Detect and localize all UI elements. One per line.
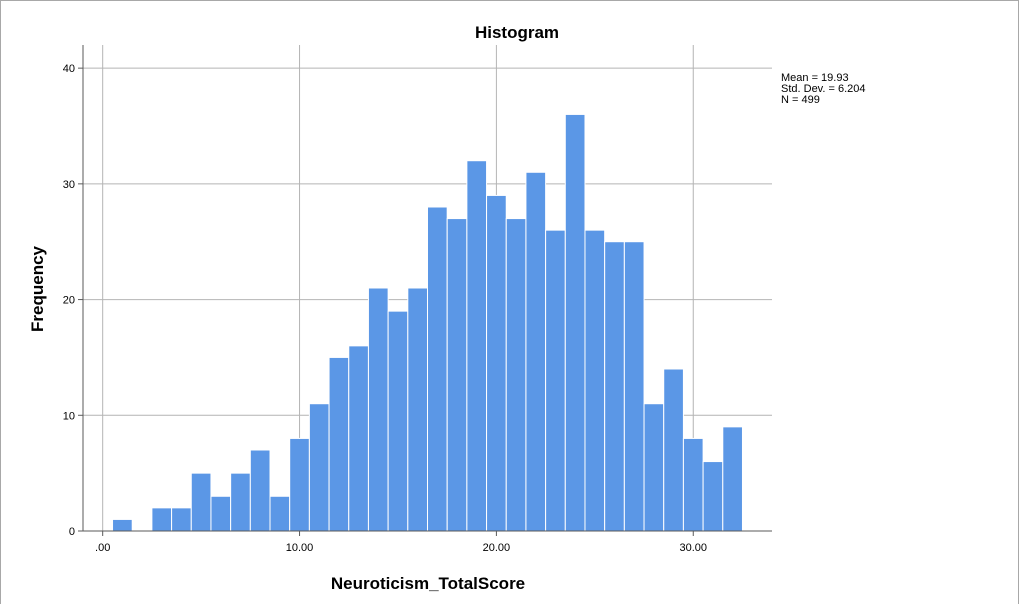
histogram-bars (112, 113, 743, 532)
histogram-bar (171, 507, 192, 532)
histogram-bar (643, 403, 665, 532)
histogram-bar (387, 310, 409, 532)
histogram-bar (308, 403, 330, 532)
x-axis-title: Neuroticism_TotalScore (331, 574, 525, 593)
stat-line: Mean = 19.93 (781, 72, 849, 84)
histogram-bar (722, 426, 743, 532)
histogram-bar (466, 160, 488, 532)
x-tick-labels: .00 10.00 20.00 30.00 (95, 542, 707, 554)
histogram-bar (210, 495, 232, 532)
histogram-bar (564, 113, 586, 532)
histogram-bar (348, 345, 369, 532)
y-tick-label: 40 (63, 63, 75, 75)
histogram-bar (249, 449, 271, 532)
histogram-bar (623, 241, 645, 532)
histogram-bar (112, 518, 133, 532)
stat-line: N = 499 (781, 94, 820, 106)
histogram-bar (151, 507, 173, 532)
gridlines (83, 45, 772, 531)
x-tick-label: .00 (95, 542, 110, 554)
y-tick-label: 30 (63, 179, 75, 191)
chart-title: Histogram (475, 23, 559, 42)
y-tick-label: 20 (63, 295, 75, 307)
y-axis-title: Frequency (28, 245, 47, 332)
x-tick-label: 20.00 (483, 542, 511, 554)
axes (78, 45, 772, 536)
histogram-bar (525, 171, 547, 532)
x-tick-label: 30.00 (679, 542, 707, 554)
histogram-bar (367, 287, 389, 532)
histogram-bar (584, 229, 606, 532)
histogram-bar (702, 461, 724, 532)
histogram-bar (663, 368, 684, 532)
stat-line: Std. Dev. = 6.204 (781, 83, 866, 95)
histogram-bar (545, 229, 566, 532)
histogram-bar (486, 194, 507, 532)
y-tick-labels: 0 10 20 30 40 (63, 63, 75, 538)
histogram-bar (407, 287, 429, 532)
histogram-bar (682, 437, 704, 532)
histogram-bar (505, 218, 527, 532)
histogram-bar (427, 206, 448, 532)
histogram-bar (604, 241, 625, 532)
histogram-bar (190, 472, 212, 532)
y-tick-label: 0 (69, 526, 75, 538)
y-tick-label: 10 (63, 410, 75, 422)
histogram-bar (269, 495, 291, 532)
histogram-bar (289, 437, 310, 532)
histogram-bar (328, 356, 350, 532)
histogram-bar (230, 472, 251, 532)
x-tick-label: 10.00 (286, 542, 314, 554)
histogram-bar (446, 218, 468, 532)
